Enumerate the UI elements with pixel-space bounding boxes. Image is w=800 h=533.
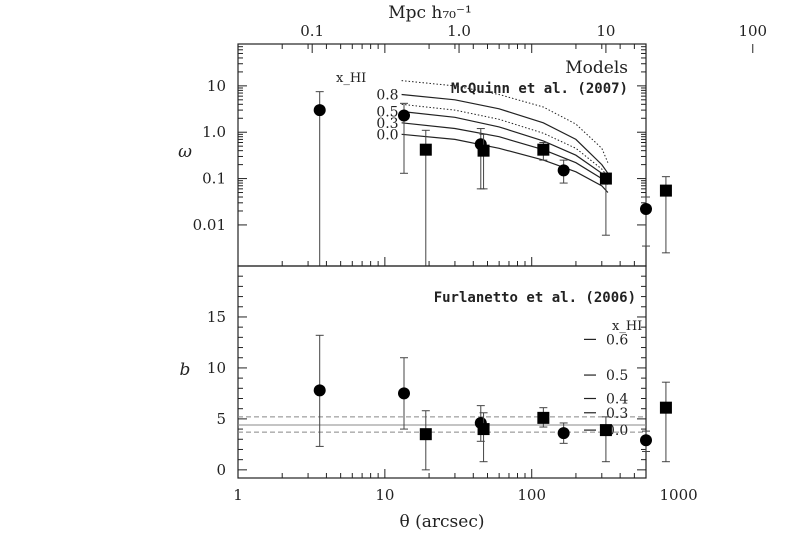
omega-square-point [419,143,432,156]
b-tick-label: 15 [207,308,226,326]
omega-circle-point [557,164,570,177]
omega-square-point [537,143,550,156]
model-curve [401,110,609,182]
omega-square-point [659,184,672,197]
bias-param-label: x_HI [612,319,642,334]
models-legend-title: Models [565,58,628,78]
bias-circle-point [398,387,411,400]
top-tick-label: 0.1 [300,22,324,40]
b-tick-label: 5 [216,410,226,428]
model-label: 0.3 [376,116,398,132]
b-tick-label: 10 [207,359,226,377]
y-tick-label: 10 [207,77,226,95]
bottom-plot-frame [237,265,647,479]
bias-key-label: 0.5 [606,368,628,384]
top-tick-label: 10 [596,22,615,40]
bottom-ticks: 1 10 100 1000 0 5 10 15 [207,265,698,504]
bias-circle-point [313,384,326,397]
bias-square-point [659,401,672,414]
model-curve [401,80,609,163]
bias-square-point [477,423,490,436]
top-tick-label: 1.0 [447,22,471,40]
models-legend-ref: McQuinn et al. (2007) [451,81,628,97]
bias-square-point [599,424,612,437]
x-tick-label: 100 [517,486,546,504]
bottom-marks: 0.60.50.40.30.0 [238,332,672,471]
b-tick-label: 0 [216,461,226,479]
omega-circle-point [313,104,326,117]
model-param-label: x_HI [336,71,366,86]
top-ticks: 0.1 1.0 10 100 10 1.0 0.1 0.01 [193,22,767,266]
bias-circle-point [557,427,570,440]
x-axis-label: θ (arcsec) [400,512,485,532]
x-tick-label: 1000 [659,486,697,504]
top-ylabel: ω [178,142,192,162]
top-panel: Mpc h₇₀⁻¹ ω Models McQuinn et al. (2007)… [178,3,767,267]
model-label: 0.0 [376,127,398,143]
bottom-legend-ref: Furlanetto et al. (2006) [434,290,636,306]
y-tick-label: 0.1 [202,170,226,188]
y-tick-label: 0.01 [193,216,226,234]
bias-square-point [419,428,432,441]
model-label: 0.8 [376,88,398,104]
top-axis-label: Mpc h₇₀⁻¹ [388,3,472,23]
bias-square-point [537,411,550,424]
bias-key-label: 0.4 [606,392,628,408]
omega-circle-point [640,203,652,216]
x-tick-label: 10 [375,486,394,504]
omega-circle-point [398,109,411,122]
model-label: 0.5 [376,104,398,120]
bias-key-label: 0.3 [606,406,628,422]
model-curve [401,93,609,174]
bias-circle-point [640,434,652,447]
bias-key-label: 0.6 [606,332,628,348]
y-tick-label: 1.0 [202,123,226,141]
model-curve [401,103,609,178]
model-curve [401,122,609,185]
bottom-panel: b Furlanetto et al. (2006) x_HI θ (arcse… [180,265,698,532]
omega-square-point [599,172,612,185]
omega-square-point [477,144,490,157]
bottom-ylabel: b [180,360,191,380]
top-marks: 0.80.50.30.0 [313,80,672,267]
x-tick-label: 1 [233,486,243,504]
top-tick-label: 100 [738,22,767,40]
